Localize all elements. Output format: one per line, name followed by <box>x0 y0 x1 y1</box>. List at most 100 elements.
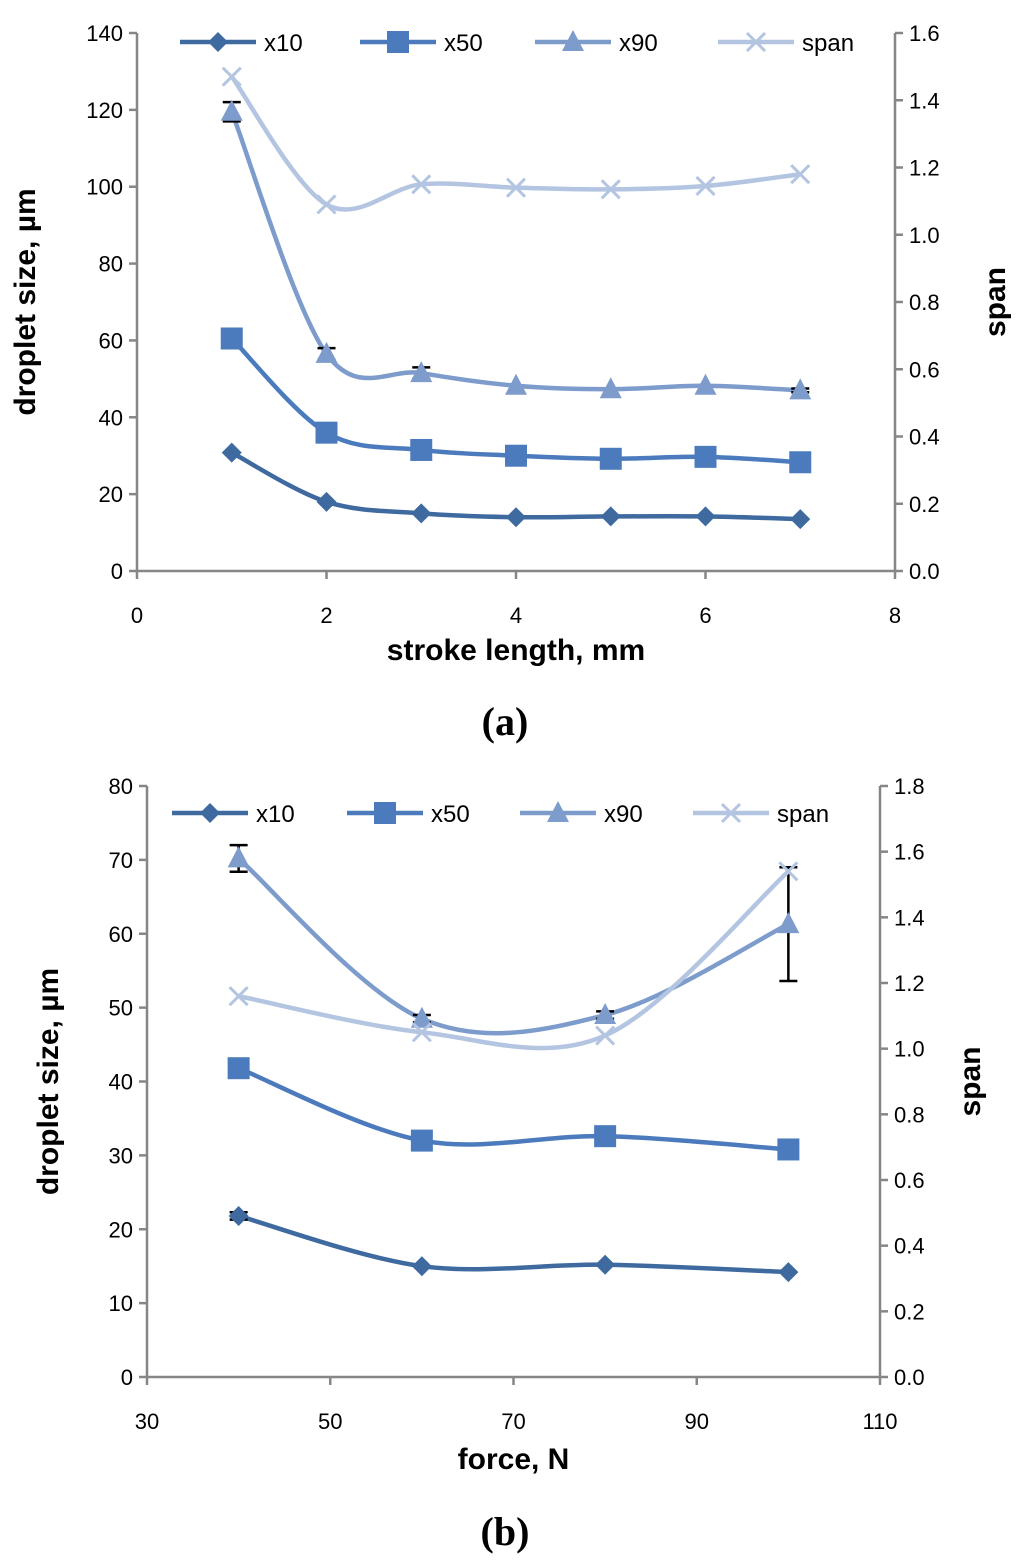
y-tick-label: 100 <box>86 175 123 200</box>
series-line-x90 <box>229 109 803 393</box>
x-tick-label: 30 <box>135 1409 159 1434</box>
y-tick-label: 40 <box>99 405 123 430</box>
data-point-x90 <box>789 378 812 400</box>
legend-label-x10: x10 <box>256 801 295 828</box>
y-tick-label: 10 <box>109 1291 133 1316</box>
data-point-x10 <box>411 1256 432 1277</box>
data-point-x10 <box>221 442 242 463</box>
y2-tick-label: 0.6 <box>894 1168 925 1193</box>
data-point-x90 <box>220 99 243 121</box>
panel-label: (b) <box>481 1509 530 1554</box>
data-point-x90 <box>410 1006 433 1028</box>
series-line-x90 <box>236 856 791 1036</box>
data-point-x10 <box>411 503 432 524</box>
y2-tick-label: 0.2 <box>894 1299 925 1324</box>
y2-axis-label: span <box>979 267 1012 337</box>
y2-tick-label: 0.4 <box>909 425 940 450</box>
legend-label-span: span <box>802 30 854 57</box>
series-x50 <box>227 1057 800 1161</box>
y-tick-label: 0 <box>111 559 123 584</box>
y-tick-label: 80 <box>109 774 133 799</box>
series-x10 <box>221 442 811 530</box>
y2-tick-label: 0.2 <box>909 492 940 517</box>
data-point-x90 <box>410 361 433 383</box>
legend-marker-x50 <box>387 31 409 53</box>
y-tick-label: 120 <box>86 98 123 123</box>
series-x90 <box>227 843 800 1036</box>
data-point-x10 <box>778 1262 799 1283</box>
y-tick-label: 40 <box>109 1070 133 1095</box>
legend-label-x90: x90 <box>619 30 658 57</box>
legend-marker-span <box>720 802 742 824</box>
series-line-x10 <box>236 1213 791 1275</box>
x-axis-label: force, N <box>458 1443 570 1476</box>
y2-tick-label: 1.4 <box>894 905 925 930</box>
x-tick-label: 2 <box>320 603 332 628</box>
chart-panel-b: 0 10 20 30 40 50 60 70 80 0.0 0.2 0.4 0.6 0.8 1.0 1.2 1.… <box>32 774 987 1554</box>
legend-label-span: span <box>777 801 829 828</box>
legend-label-x90: x90 <box>604 801 643 828</box>
data-point-x90 <box>777 912 800 934</box>
x-tick-label: 70 <box>501 1409 525 1434</box>
data-point-x50 <box>789 451 812 474</box>
data-point-x90 <box>227 846 250 868</box>
data-point-x10 <box>695 506 716 527</box>
data-point-x10 <box>790 509 811 530</box>
data-point-x10 <box>595 1254 616 1275</box>
series-x90 <box>220 99 812 400</box>
data-point-span <box>411 1022 432 1043</box>
data-point-x50 <box>315 421 338 444</box>
legend: x10 x50 x90 span <box>172 801 829 828</box>
data-point-span <box>790 164 811 185</box>
y-tick-label: 20 <box>109 1217 133 1242</box>
legend-label-x50: x50 <box>444 30 483 57</box>
data-point-span <box>411 174 432 195</box>
y-tick-label: 20 <box>99 482 123 507</box>
x-tick-label: 4 <box>510 603 522 628</box>
data-point-span <box>221 66 242 87</box>
series-line-x50 <box>229 336 803 465</box>
legend-marker-x50 <box>374 802 396 824</box>
legend: x10 x50 x90 span <box>180 30 854 57</box>
data-point-x50 <box>694 445 717 468</box>
legend-marker-span <box>745 31 767 53</box>
series-line-x50 <box>236 1065 791 1152</box>
legend-marker-x90 <box>547 801 569 822</box>
y2-tick-label: 1.6 <box>894 840 925 865</box>
data-point-span <box>228 986 249 1007</box>
panel-label: (a) <box>482 699 529 744</box>
data-point-x50 <box>594 1125 617 1148</box>
y2-tick-label: 0.8 <box>894 1102 925 1127</box>
x-tick-label: 6 <box>699 603 711 628</box>
y2-axis-label: span <box>954 1046 987 1116</box>
x-tick-label: 90 <box>685 1409 709 1434</box>
data-point-x50 <box>505 444 527 467</box>
x-tick-label: 0 <box>131 603 143 628</box>
data-point-x50 <box>227 1057 250 1080</box>
chart-panel-a: 0204060801001201400.00.20.40.60.81.01.21… <box>9 21 1012 744</box>
data-point-x90 <box>599 377 622 399</box>
series-line-span <box>236 869 791 1051</box>
data-point-x50 <box>599 447 622 470</box>
series-span <box>221 66 811 215</box>
y2-tick-label: 1.0 <box>894 1037 925 1062</box>
y-tick-label: 60 <box>109 922 133 947</box>
y-tick-label: 70 <box>109 848 133 873</box>
x-tick-label: 8 <box>889 603 901 628</box>
data-point-x10 <box>228 1205 249 1226</box>
data-point-x90 <box>315 341 338 363</box>
y2-tick-label: 1.8 <box>894 774 925 799</box>
y-tick-label: 60 <box>99 328 123 353</box>
y2-tick-label: 1.2 <box>909 156 940 181</box>
data-point-span <box>600 179 621 200</box>
legend-marker-x90 <box>562 30 584 51</box>
y-tick-label: 80 <box>99 252 123 277</box>
data-point-x10 <box>506 507 526 528</box>
data-point-span <box>595 1025 616 1046</box>
data-point-x90 <box>694 373 717 395</box>
data-point-span <box>505 177 527 198</box>
y2-tick-label: 1.6 <box>909 21 940 46</box>
y2-tick-label: 0.0 <box>909 559 940 584</box>
legend-marker-x10 <box>208 32 228 52</box>
